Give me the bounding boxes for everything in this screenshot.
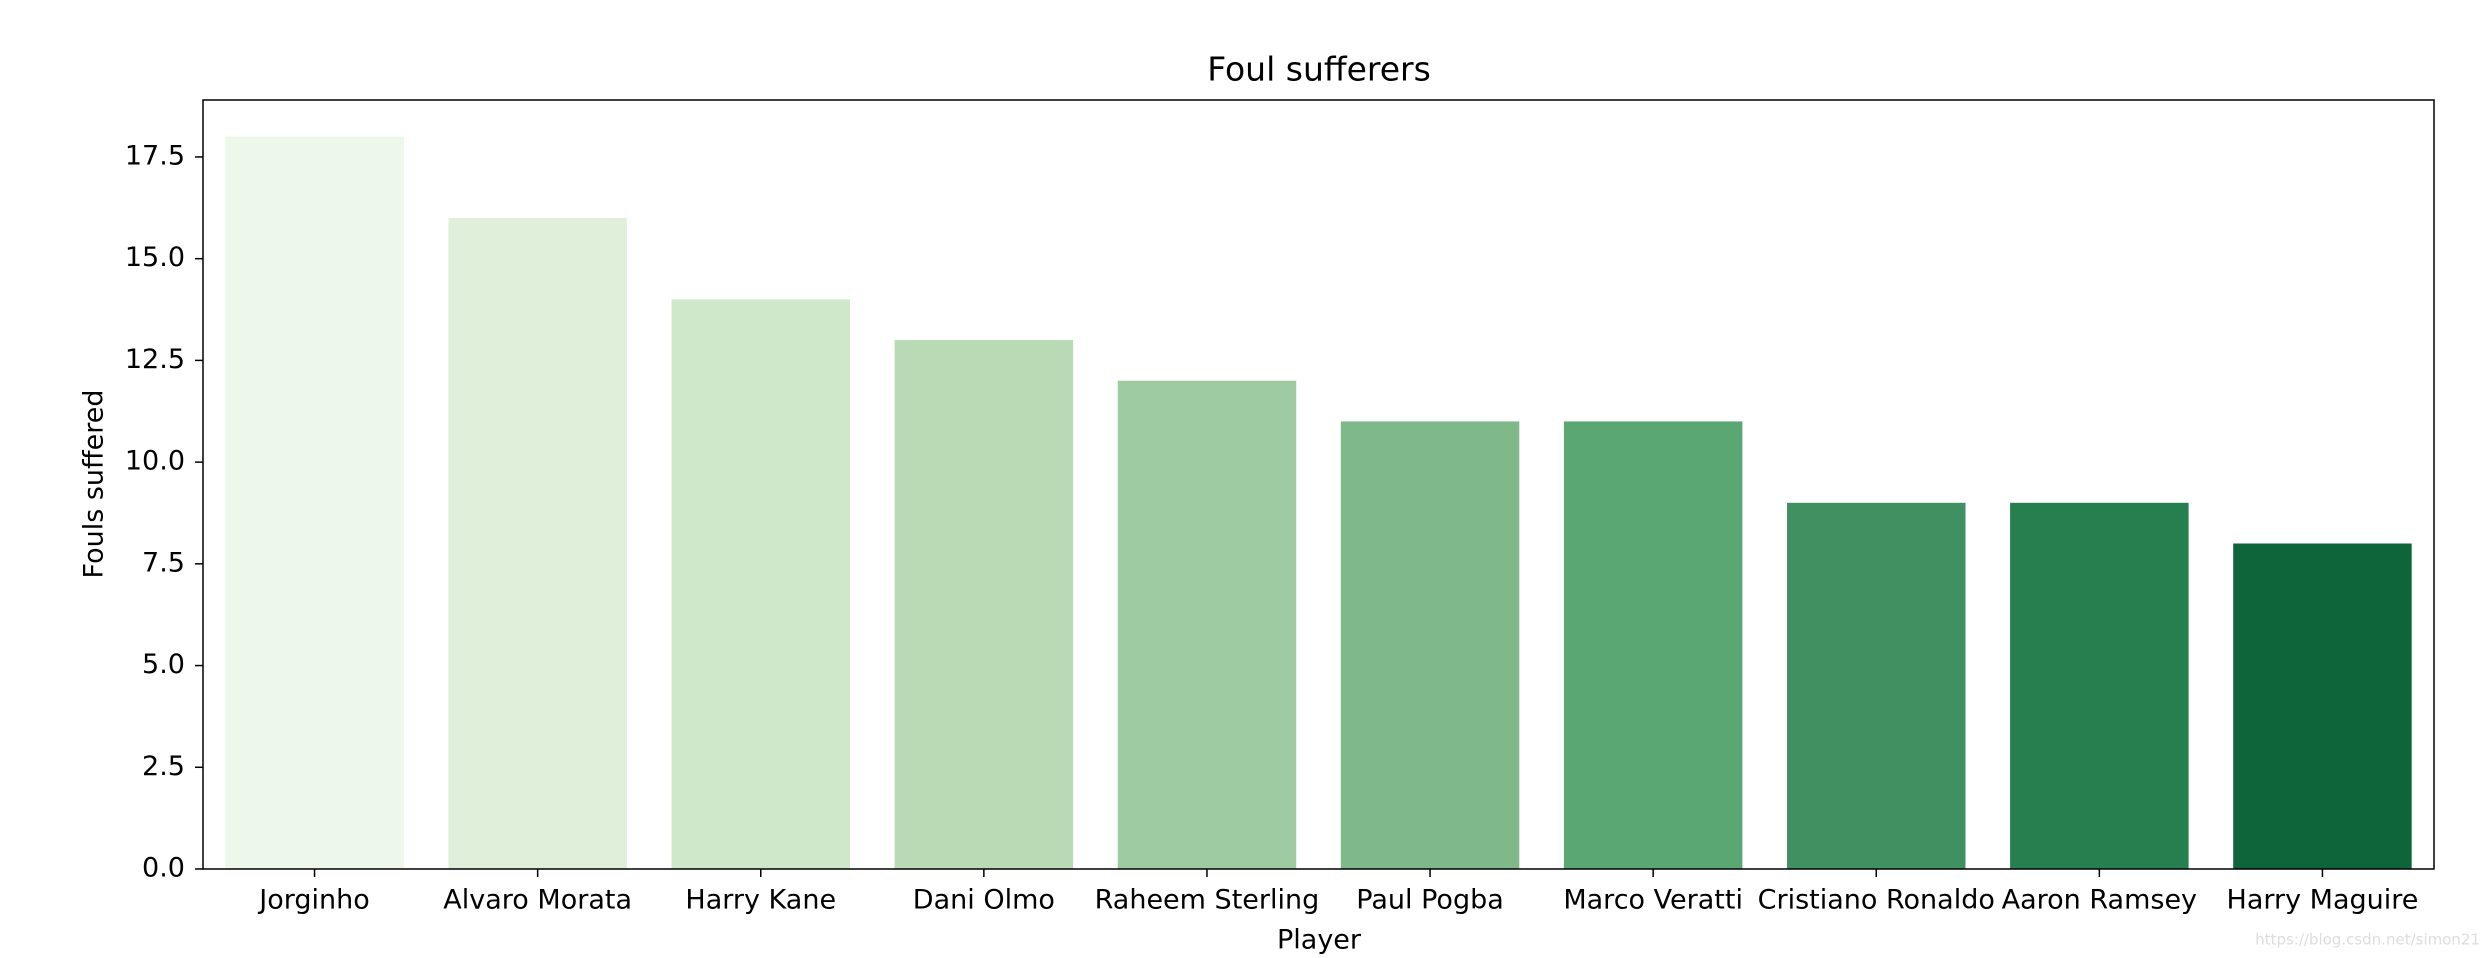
x-tick-label: Harry Maguire (2227, 885, 2419, 916)
x-tick-label: Aaron Ramsey (2002, 885, 2197, 916)
bar (894, 340, 1074, 869)
x-tick-label: Paul Pogba (1356, 885, 1503, 916)
y-tick-label: 5.0 (142, 649, 185, 680)
bar (225, 136, 404, 870)
x-tick-label: Alvaro Morata (443, 885, 632, 916)
bar (671, 299, 850, 869)
y-tick-label: 10.0 (125, 446, 185, 477)
x-tick-label: Harry Kane (685, 885, 836, 916)
x-tick-label: Dani Olmo (913, 885, 1055, 916)
y-tick-label: 2.5 (142, 751, 185, 782)
y-tick-label: 7.5 (142, 547, 185, 578)
x-tick-label: Jorginho (257, 885, 370, 916)
bar (1340, 421, 1520, 869)
x-axis-label: Player (1277, 925, 1362, 956)
x-tick-label: Cristiano Ronaldo (1758, 885, 1995, 916)
bar (448, 217, 627, 870)
bar (2233, 543, 2412, 869)
y-tick-label: 12.5 (125, 344, 185, 375)
y-tick-label: 0.0 (142, 853, 185, 884)
watermark: https://blog.csdn.net/simon21 (2255, 931, 2480, 949)
bar (1787, 502, 1966, 869)
x-tick-label: Raheem Sterling (1095, 885, 1320, 916)
plot-frame (202, 99, 2435, 870)
bar (1563, 421, 1743, 869)
y-axis-label: Fouls suffered (79, 390, 110, 579)
bar (2010, 502, 2189, 869)
bar (1117, 380, 1297, 869)
chart-title: Foul sufferers (1207, 50, 1431, 89)
y-tick-label: 15.0 (125, 242, 185, 273)
x-tick-label: Marco Veratti (1563, 885, 1743, 916)
y-tick-label: 17.5 (125, 140, 185, 171)
